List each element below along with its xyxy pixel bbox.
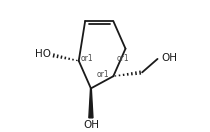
Text: HO: HO [35, 50, 51, 59]
Text: or1: or1 [81, 54, 93, 63]
Text: OH: OH [161, 53, 177, 63]
Text: OH: OH [83, 120, 99, 130]
Text: or1: or1 [117, 54, 129, 63]
Polygon shape [89, 88, 93, 118]
Text: or1: or1 [97, 70, 109, 79]
